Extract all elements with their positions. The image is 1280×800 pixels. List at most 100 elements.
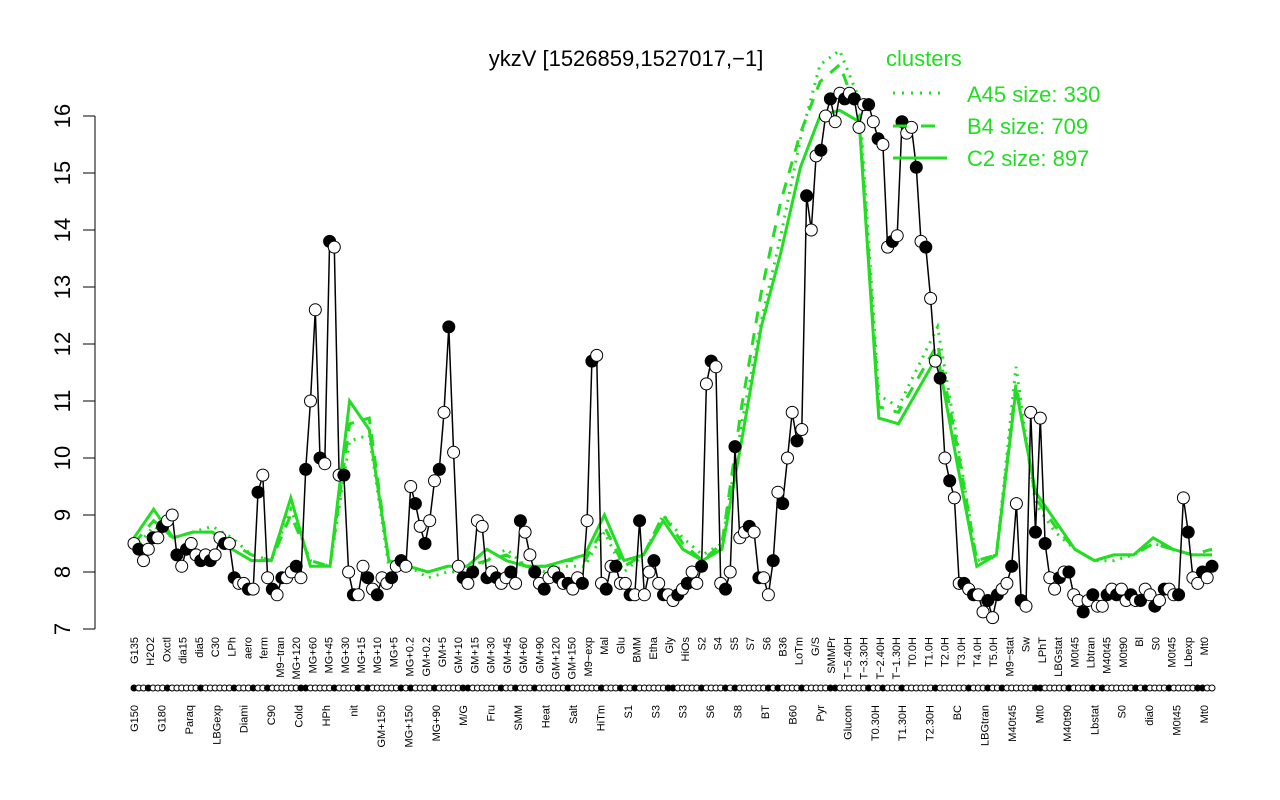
expression-line bbox=[127, 86, 1219, 625]
x-tick-label: G150 bbox=[129, 705, 141, 732]
cluster-lines bbox=[132, 48, 1213, 580]
data-point bbox=[618, 576, 632, 590]
x-tick-label: S0 bbox=[1117, 705, 1129, 718]
data-point bbox=[294, 571, 308, 585]
data-point bbox=[800, 189, 814, 203]
x-tick-label: MG+150 bbox=[403, 705, 415, 748]
x-tick-label: C90 bbox=[266, 705, 278, 725]
x-tick-label: dia5 bbox=[194, 637, 206, 658]
x-tick-label: M40t45 bbox=[1102, 637, 1114, 674]
x-tick-label: GM+30 bbox=[486, 637, 498, 673]
data-point bbox=[418, 537, 432, 550]
x-tick-label: HiOs bbox=[680, 637, 692, 662]
y-tick-label: 7 bbox=[50, 623, 75, 635]
x-tick-label: T2.30H bbox=[925, 705, 937, 741]
cluster-line bbox=[132, 108, 1212, 574]
x-tick-label: S6 bbox=[705, 705, 717, 718]
x-tick-label: GM+0.2 bbox=[421, 637, 433, 676]
x-tick-label: M40t45 bbox=[1007, 705, 1019, 742]
data-point bbox=[847, 92, 861, 106]
x-tick-label: T4.0H bbox=[972, 637, 984, 667]
data-point bbox=[1095, 599, 1109, 613]
data-point bbox=[256, 468, 270, 482]
data-point bbox=[685, 565, 699, 579]
data-point bbox=[852, 120, 866, 134]
x-tick-label: Fru bbox=[486, 705, 498, 722]
x-tick-label: SMMPr bbox=[826, 637, 838, 674]
x-tick-label: G/S bbox=[810, 637, 822, 656]
x-tick-label: MG+15 bbox=[356, 637, 368, 673]
data-point bbox=[337, 468, 351, 482]
x-tick-label: SMM bbox=[513, 705, 525, 731]
x-tick-label: GM+150 bbox=[567, 637, 579, 680]
x-tick-label: Bl bbox=[1134, 637, 1146, 647]
x-tick-label: Paraq bbox=[184, 705, 196, 734]
data-point bbox=[599, 582, 613, 596]
x-tick-label: GM+45 bbox=[502, 637, 514, 673]
x-tick-label: S5 bbox=[729, 637, 741, 650]
x-tick-label: Mt0 bbox=[1034, 705, 1046, 723]
x-tick-label: M0t45 bbox=[1167, 637, 1179, 668]
data-point bbox=[184, 537, 198, 550]
x-tick-label: S2 bbox=[696, 637, 708, 650]
x-tick-label: T5.0H bbox=[988, 637, 1000, 667]
x-tick-label: GM+150 bbox=[376, 705, 388, 748]
data-point bbox=[308, 303, 322, 317]
x-tick-label: HPh bbox=[321, 705, 333, 726]
data-point bbox=[819, 109, 833, 123]
data-point bbox=[776, 497, 790, 511]
x-tick-label: T−2.40H bbox=[875, 637, 887, 680]
data-point bbox=[719, 582, 732, 596]
data-point bbox=[423, 514, 437, 528]
data-point bbox=[428, 474, 441, 488]
x-tick-label: B36 bbox=[777, 637, 789, 657]
data-point bbox=[971, 588, 985, 602]
data-point bbox=[1024, 405, 1038, 419]
x-tick-label: Lbexp bbox=[1183, 637, 1195, 667]
x-tick-label: nit bbox=[348, 705, 360, 717]
data-point bbox=[385, 571, 399, 585]
x-tick-label: M40t90 bbox=[1062, 705, 1074, 742]
data-point bbox=[919, 240, 933, 254]
y-tick-label: 8 bbox=[50, 566, 75, 578]
x-tick-label: M9−tran bbox=[275, 637, 287, 678]
y-tick-label: 14 bbox=[50, 218, 75, 242]
x-tick-label: Glucon bbox=[842, 705, 854, 740]
x-tick-label: T−5.40H bbox=[842, 637, 854, 680]
legend-label-c2: C2 size: 897 bbox=[967, 146, 1089, 171]
x-tick-label: BMM bbox=[632, 637, 644, 663]
x-tick-label: MG+10 bbox=[372, 637, 384, 673]
x-tick-label: GM+15 bbox=[469, 637, 481, 673]
data-point bbox=[814, 143, 828, 157]
x-tick-label: GM+120 bbox=[551, 637, 563, 680]
x-tick-label: S3 bbox=[650, 705, 662, 718]
data-point bbox=[1048, 582, 1062, 596]
data-point bbox=[1009, 497, 1023, 511]
data-point bbox=[609, 559, 623, 573]
data-point bbox=[981, 594, 995, 607]
data-point bbox=[504, 565, 518, 579]
data-point bbox=[246, 582, 260, 596]
x-tick-label: LoTm bbox=[794, 637, 806, 665]
data-point bbox=[289, 559, 303, 573]
x-tick-label: Mt0 bbox=[1199, 705, 1211, 723]
data-point bbox=[1134, 594, 1147, 607]
legend: clusters A45 size: 330 B4 size: 709 C2 s… bbox=[886, 46, 1100, 171]
x-tick-label: LBGexp bbox=[211, 705, 223, 745]
data-point bbox=[1062, 565, 1076, 579]
data-point bbox=[928, 354, 942, 368]
x-tick-label: GM+60 bbox=[518, 637, 530, 673]
data-point bbox=[318, 457, 332, 471]
x-tick-label: S6 bbox=[761, 637, 773, 650]
data-point bbox=[1153, 594, 1166, 607]
data-point bbox=[575, 576, 589, 590]
x-tick-label: MG+0.2 bbox=[405, 637, 417, 676]
data-point bbox=[361, 571, 375, 585]
x-tick-label: T1.0H bbox=[923, 637, 935, 667]
x-tick-label: aero bbox=[242, 637, 254, 659]
x-tick-label: S1 bbox=[623, 705, 635, 718]
x-tick-label: Mal bbox=[599, 637, 611, 655]
x-tick-label: M9−stat bbox=[1004, 637, 1016, 676]
data-point bbox=[804, 223, 818, 237]
data-point bbox=[175, 559, 189, 573]
